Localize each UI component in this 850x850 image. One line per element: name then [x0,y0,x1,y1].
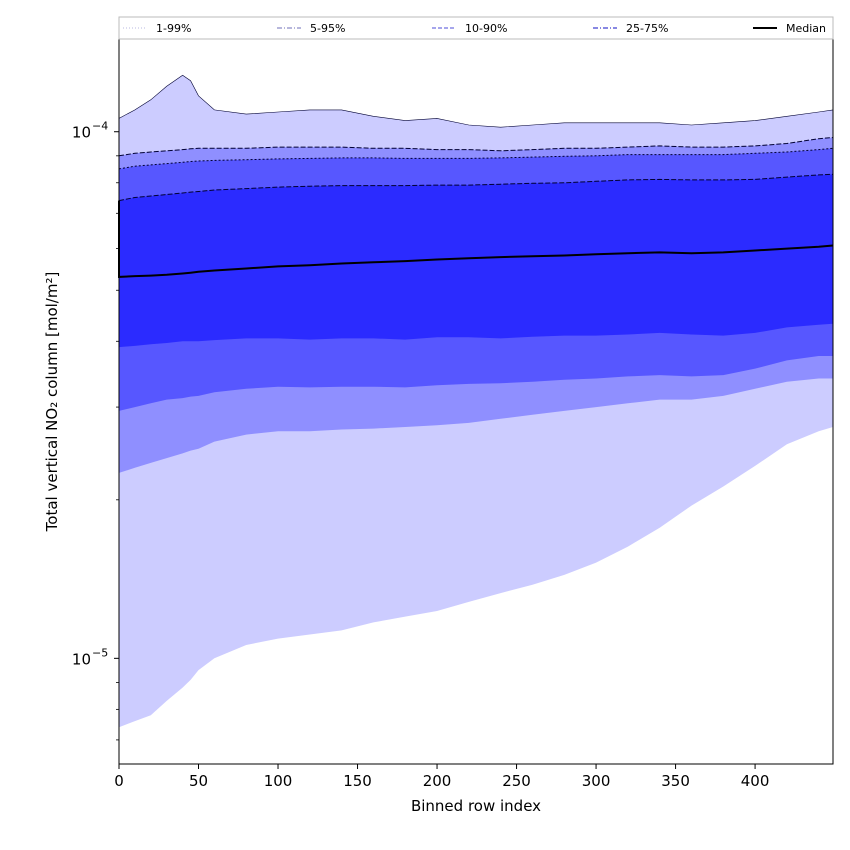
x-axis-title: Binned row index [411,797,541,815]
y-tick-label: 10 [72,124,91,142]
legend-label: 1-99% [156,22,191,35]
y-tick-label: 10 [72,650,91,668]
band-upper-edge-10-90 [118,147,834,170]
band-upper-edge-5-95 [118,137,834,157]
y-axis: 10−510−4 [72,120,119,741]
x-axis: 0 50 100 150 200 250 300 350 400 [114,764,769,790]
percentile-bands [119,75,833,728]
median-line [118,200,834,278]
legend-label: Median [786,22,826,35]
y-tick-exponent: −5 [92,646,108,659]
band-upper-edge-25-75 [118,173,834,202]
y-axis-title: Total vertical NO₂ column [mol/m²] [43,272,61,533]
x-tick-label: 300 [582,772,611,790]
y-tick-exponent: −4 [92,120,108,133]
x-tick-label: 150 [343,772,372,790]
x-tick-label: 250 [502,772,531,790]
x-tick-label: 200 [423,772,452,790]
legend: 1-99% 5-95% 10-90% 25-75% Median [118,16,834,40]
legend-box [118,16,834,40]
median-layer [118,200,834,278]
x-tick-label: 0 [114,772,124,790]
x-tick-label: 50 [189,772,208,790]
x-tick-label: 350 [661,772,690,790]
band-25-75 [119,174,833,348]
legend-label: 10-90% [465,22,507,35]
band-upper-edge-1-99 [118,74,834,128]
x-tick-label: 100 [264,772,293,790]
legend-label: 25-75% [626,22,668,35]
band-boundaries [118,74,834,202]
legend-label: 5-95% [310,22,345,35]
x-tick-label: 400 [741,772,770,790]
